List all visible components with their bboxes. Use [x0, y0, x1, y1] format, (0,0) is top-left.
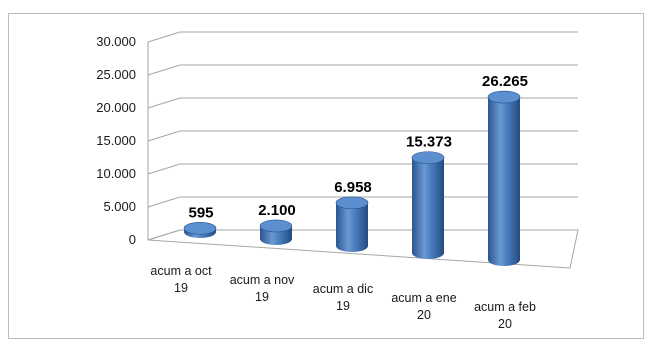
y-tick-label: 0	[129, 232, 136, 247]
data-label: 26.265	[482, 73, 528, 90]
y-tick-label: 20.000	[96, 100, 136, 115]
bar-top	[411, 151, 445, 164]
bars	[183, 90, 521, 266]
y-tick-label: 25.000	[96, 67, 136, 82]
bar	[183, 222, 217, 238]
side-wall-gridline	[147, 64, 181, 76]
y-tick-label: 5.000	[103, 199, 136, 214]
data-labels: 595 2.100 6.958 15.373 26.265	[188, 73, 527, 221]
bar-top	[183, 222, 217, 235]
category-label: acum a ene 20	[391, 291, 456, 322]
side-wall-gridline	[147, 31, 181, 43]
side-wall-gridline	[147, 97, 181, 109]
category-label: acum a oct 19	[150, 264, 212, 295]
y-axis-tick-labels: 0 5.000 10.000 15.000 20.000 25.000 30.000	[96, 34, 136, 247]
bar-body	[488, 97, 520, 266]
y-tick-label: 10.000	[96, 166, 136, 181]
y-tick-label: 30.000	[96, 34, 136, 49]
category-label: acum a dic 19	[313, 282, 373, 313]
bar-top	[487, 90, 521, 104]
floor-outline	[147, 229, 579, 269]
data-label: 6.958	[334, 179, 372, 196]
x-axis-category-labels: acum a oct 19 acum a nov 19 acum a dic 19 acum…	[150, 264, 536, 331]
side-wall-gridline	[147, 130, 181, 142]
data-label: 15.373	[406, 134, 452, 151]
chart-frame	[8, 13, 644, 339]
side-wall-gridline	[147, 163, 181, 175]
side-wall-gridline	[147, 196, 181, 208]
bar-top	[259, 219, 293, 233]
bar	[335, 196, 369, 252]
category-label: acum a nov 19	[230, 273, 295, 304]
bar	[487, 90, 521, 266]
y-tick-label: 15.000	[96, 133, 136, 148]
bar-body	[412, 157, 444, 259]
data-label: 595	[188, 204, 213, 221]
chart-floor	[147, 229, 579, 269]
bar	[259, 219, 293, 245]
bar	[411, 151, 445, 259]
bar-body	[336, 202, 368, 252]
bar-top	[335, 196, 369, 210]
data-label: 2.100	[258, 202, 296, 219]
category-label: acum a feb 20	[474, 300, 536, 331]
